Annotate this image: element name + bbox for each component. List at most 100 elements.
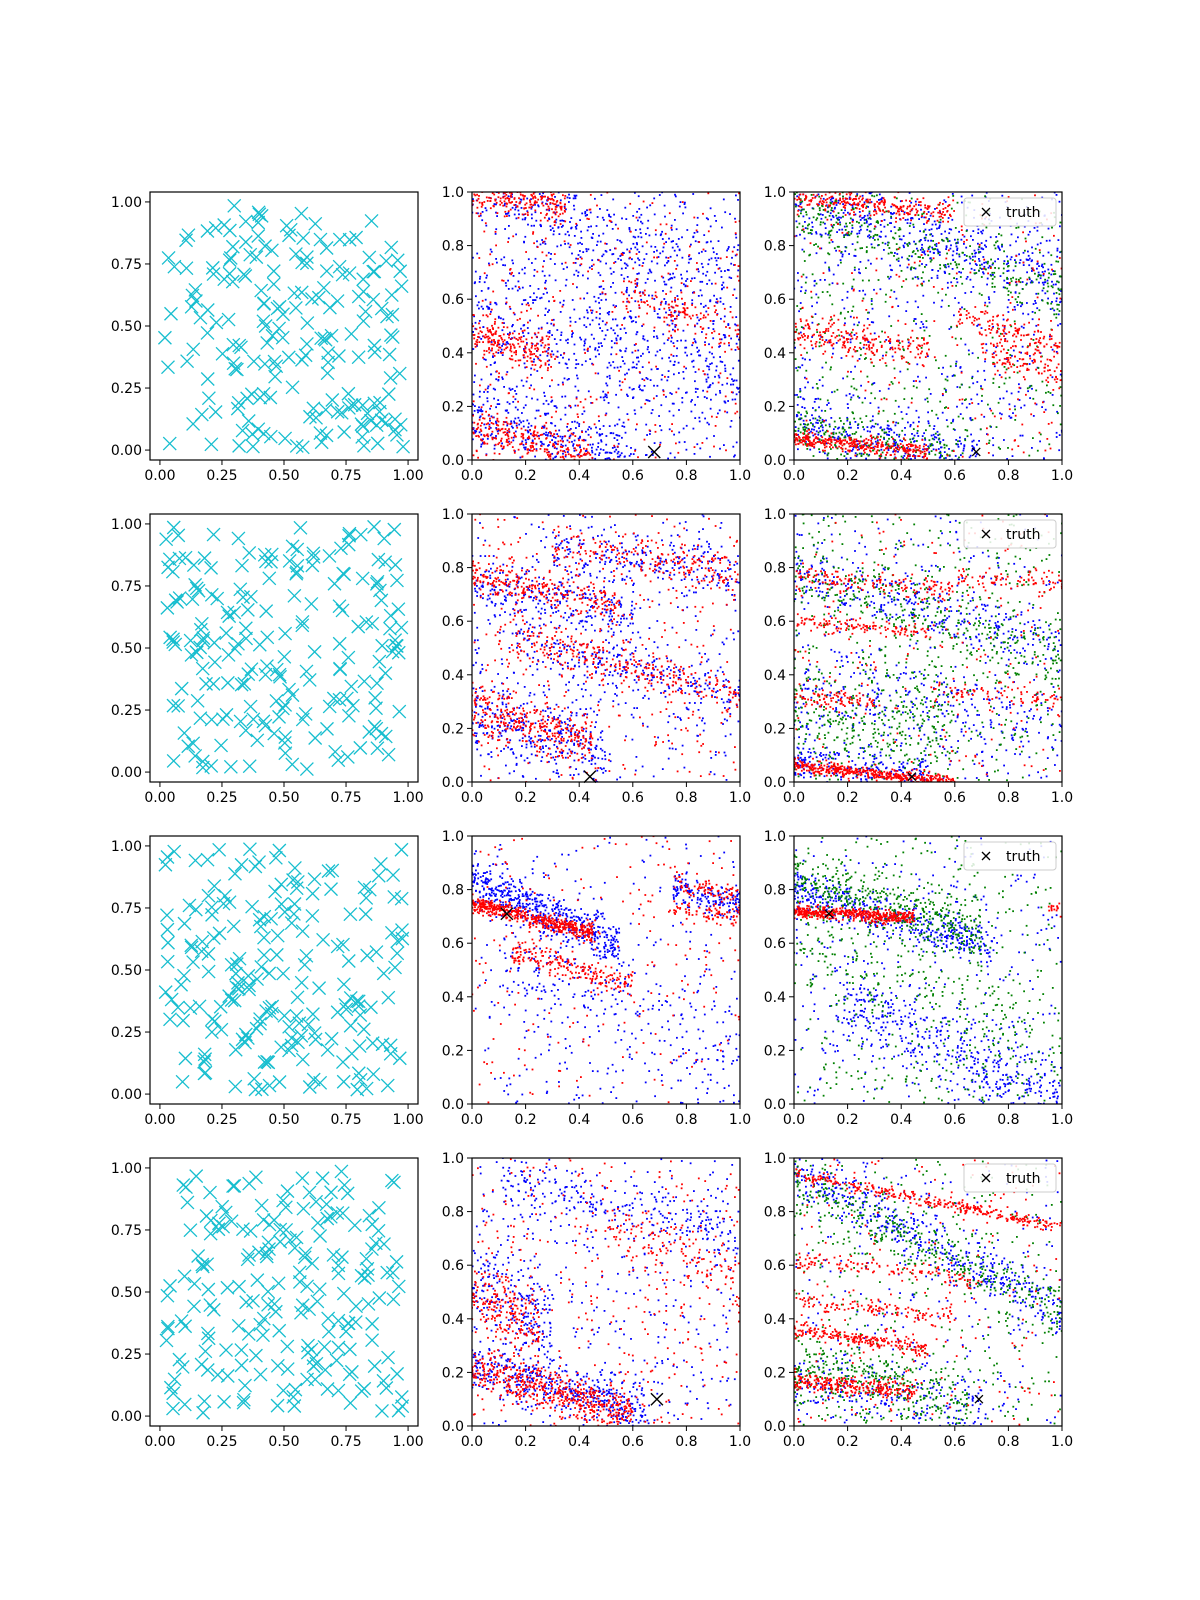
r1-middle-blue-series-point: [554, 279, 557, 282]
r1-middle-red-series-point: [707, 230, 710, 233]
r1-middle-red-series-point: [711, 332, 713, 334]
r1-middle-blue-series-point: [532, 360, 535, 363]
r1-middle-red-series-point: [559, 223, 562, 225]
r1-middle-blue-series-point: [679, 201, 682, 203]
r1-middle-blue-series-point: [480, 433, 483, 436]
r1-right-blue-series-point: [912, 454, 915, 456]
r1-middle-red-series-point: [481, 202, 484, 205]
r1-middle-red-series-point: [626, 297, 629, 300]
r1-middle-red-series-point: [561, 446, 564, 448]
r1-right-blue-series-point: [871, 307, 874, 310]
r1-right-green-series-point: [809, 232, 812, 234]
r1-right-blue-series-point: [872, 382, 874, 385]
r1-middle-blue-series-point: [559, 418, 562, 421]
r1-middle-blue-series-point: [735, 194, 737, 197]
r1-middle-red-series-point: [627, 418, 630, 421]
r1-right-blue-series-point: [933, 425, 936, 427]
r1-right-green-series-point: [847, 233, 850, 235]
r1-right-blue-series-point: [1030, 280, 1033, 282]
r1-right-blue-series-point: [851, 227, 854, 229]
r1-middle-red-series-point: [479, 330, 482, 333]
r1-right-blue-series-point: [890, 222, 892, 224]
r1-middle-blue-series-point: [486, 400, 489, 403]
r1-middle-red-series-point: [665, 293, 667, 295]
r1-right-green-series-point: [844, 436, 847, 439]
r1-middle-red-series-point: [496, 345, 498, 347]
r1-right-blue-series-point: [971, 440, 974, 443]
r1-right-blue-series-point: [1049, 308, 1052, 310]
r1-middle-red-series-point: [524, 195, 526, 197]
r1-middle-red-series-point: [671, 319, 674, 322]
r1-middle-red-series-point: [532, 231, 535, 233]
r1-middle-red-series-point: [539, 366, 542, 369]
r1-middle-blue-series-point: [636, 273, 639, 275]
r1-right-green-series-point: [861, 421, 863, 423]
r1-right-blue-series-point: [891, 213, 894, 215]
r1-middle-red-series-point: [526, 452, 529, 455]
r1-right-green-series-point: [1050, 254, 1053, 257]
r1-middle-blue-series-point: [513, 330, 516, 333]
r1-middle-blue-series-point: [665, 395, 667, 398]
r1-middle-blue-series-point: [676, 340, 679, 342]
r1-middle-red-series-point: [543, 346, 546, 349]
r1-middle-red-series-point: [731, 316, 734, 319]
r1-right-blue-series-point: [822, 197, 825, 200]
r1-middle-red-series-point: [719, 372, 722, 375]
r1-right-green-series-point: [819, 223, 822, 226]
r1-middle-red-series-point: [680, 291, 683, 294]
r1-middle-red-series-point: [557, 435, 560, 438]
r1-right-blue-series-point: [862, 289, 864, 292]
r1-middle-red-series-point: [495, 201, 498, 204]
r1-middle-red-series-point: [693, 291, 696, 294]
r1-middle-blue-series-point: [521, 218, 524, 221]
r1-middle-red-series-point: [479, 424, 482, 427]
r1-middle-blue-series-point: [514, 430, 517, 433]
r1-middle-blue-series-point: [621, 251, 624, 254]
r1-right-green-series-point: [849, 222, 851, 224]
r1-right-red-series: [794, 192, 1062, 460]
r1-middle-red-series-point: [508, 198, 511, 200]
r1-middle-blue-series-point: [485, 209, 488, 212]
r1-middle-blue-series-point: [568, 234, 570, 237]
r1-middle-blue-series-point: [566, 266, 568, 269]
r1-right-blue-series-point: [821, 418, 824, 421]
r1-right-blue-series-point: [1031, 246, 1033, 249]
r1-right-blue-series-point: [924, 253, 927, 256]
r1-middle-red-series-point: [719, 341, 722, 344]
r1-right-green-series-point: [955, 263, 958, 265]
r1-right-blue-series-point: [883, 249, 885, 251]
r1-middle-blue-series-point: [637, 235, 640, 238]
r1-middle-red-series-point: [654, 456, 657, 459]
r1-middle-blue-series-point: [599, 307, 601, 310]
r1-right-green-series-point: [1056, 303, 1059, 306]
r1-middle-blue-series-point: [534, 203, 536, 206]
r1-middle-red-series-point: [555, 201, 558, 203]
r1-right-green-series-point: [851, 411, 854, 414]
r1-right-blue-series-point: [958, 440, 961, 442]
r1-middle-red-series-point: [530, 446, 532, 449]
r1-middle-red-series-point: [551, 216, 554, 219]
r1-middle-red-series-point: [644, 294, 646, 296]
r1-right-blue-series-point: [1020, 305, 1022, 308]
r1-middle-blue-series-point: [524, 266, 526, 269]
r1-right-red-series-point: [797, 209, 800, 212]
r1-right-green-series-point: [894, 399, 897, 402]
r1-middle-red-series-point: [478, 215, 480, 218]
r1-middle-red-series-point: [667, 303, 670, 306]
r1-middle-blue-series-point: [646, 378, 649, 380]
r1-middle-blue-series-point: [605, 243, 608, 245]
r1-right-green-series-point: [832, 432, 834, 434]
r1-middle-blue-series-point: [602, 449, 605, 451]
r1-left-cyan-point: [302, 409, 317, 424]
r1-middle-blue-series-point: [556, 356, 559, 358]
r1-right-blue-series-point: [879, 288, 882, 291]
r1-middle-red-series-point: [538, 437, 540, 440]
r1-right-blue-series-point: [887, 427, 889, 430]
r1-middle-blue-series-point: [594, 355, 597, 358]
r1-right-blue-series-point: [917, 416, 920, 419]
r1-middle-blue-series-point: [668, 309, 671, 311]
r1-middle-red-series-point: [479, 428, 482, 431]
r1-right-blue-series-point: [831, 282, 834, 285]
r1-middle-red-series-point: [485, 423, 488, 426]
r1-middle-blue-series-point: [578, 423, 581, 425]
